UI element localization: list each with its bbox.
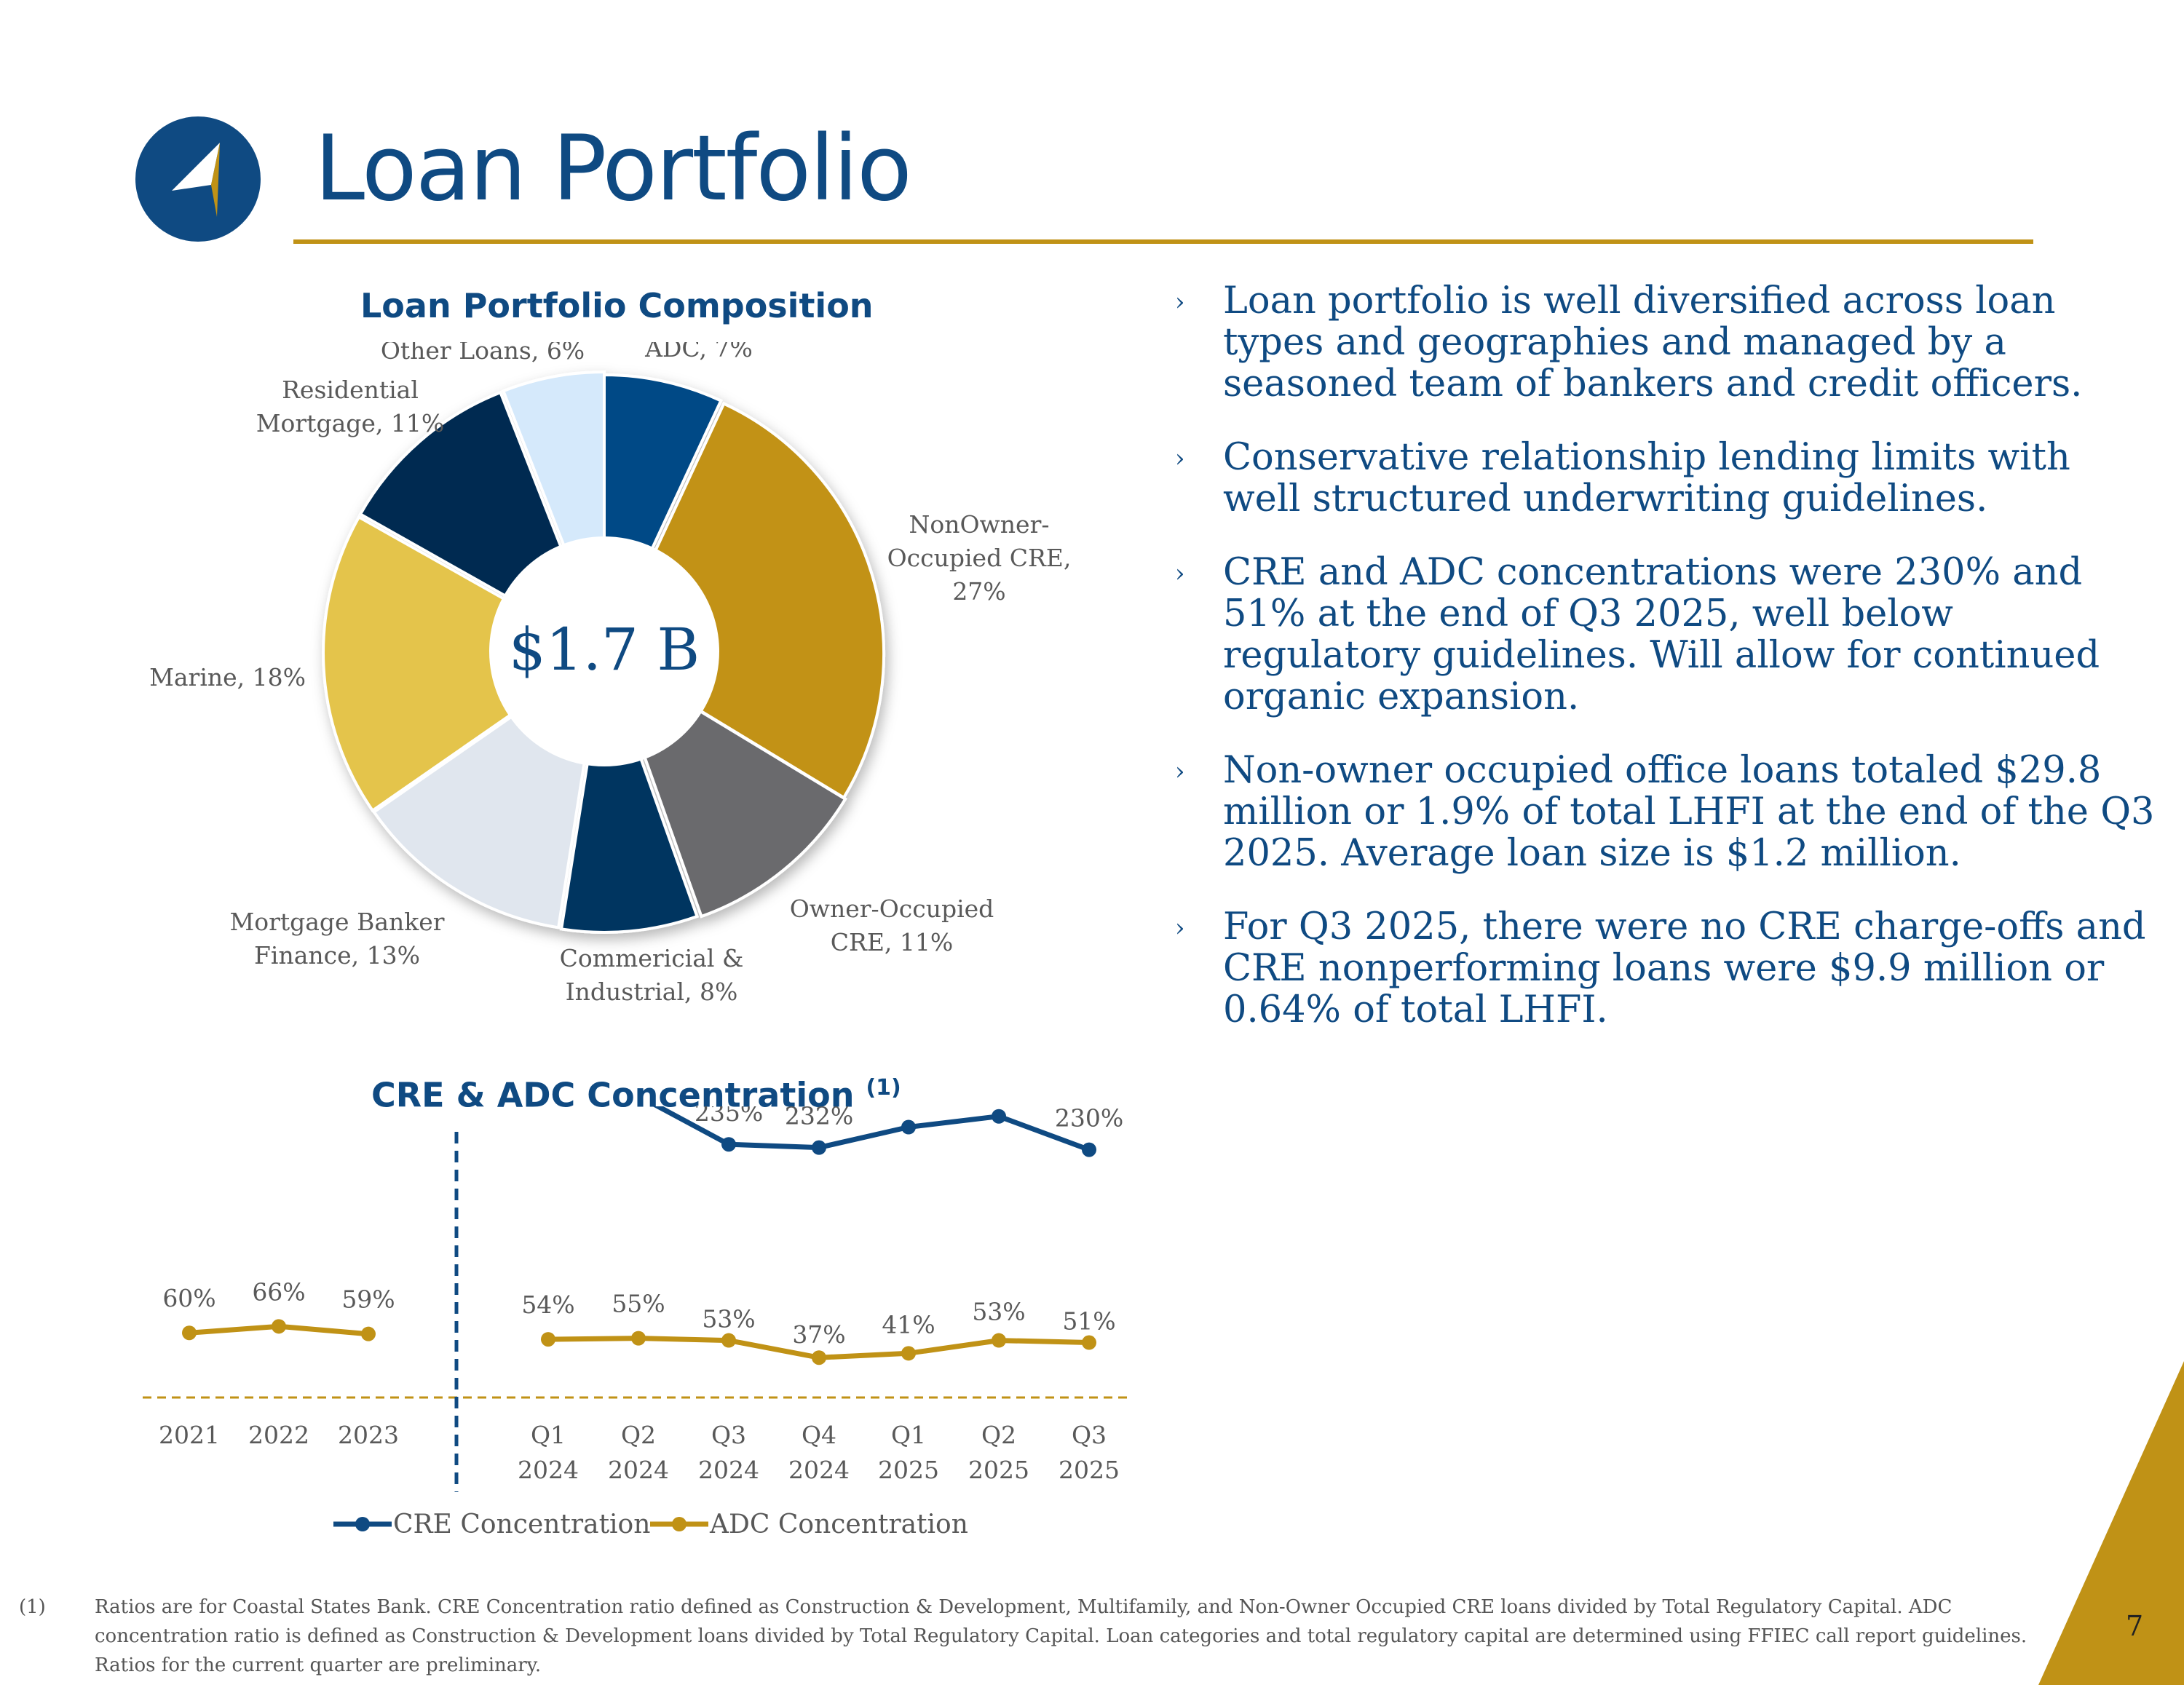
bullet-text: CRE and ADC concentrations were 230% and… (1223, 551, 2100, 718)
x-tick-label: 2021 (159, 1421, 220, 1449)
pie-label-residential-mortgage: Residential Mortgage, 11% (256, 376, 444, 437)
bullet-item: › Non-owner occupied office loans totaled… (1165, 750, 2155, 874)
adc-point (631, 1331, 646, 1346)
adc-point (1082, 1335, 1096, 1350)
adc-data-label: 55% (612, 1290, 665, 1318)
bullet-text: Non-owner occupied office loans totaled … (1223, 749, 2155, 875)
bullet-list: › Loan portfolio is well diversified acro… (1165, 280, 2155, 1063)
pie-slice-marine (322, 515, 603, 813)
cre-point (992, 1109, 1006, 1124)
corner-accent (2038, 1361, 2184, 1685)
adc-point (182, 1325, 197, 1341)
bullet-text: For Q3 2025, there were no CRE charge-of… (1223, 905, 2146, 1031)
adc-data-label: 60% (162, 1284, 215, 1312)
adc-data-label: 51% (1062, 1307, 1115, 1336)
title-divider (293, 239, 2033, 244)
adc-data-label: 37% (792, 1320, 845, 1349)
cre-point (1082, 1142, 1096, 1157)
adc-point (992, 1333, 1006, 1348)
x-tick-label: Q3 2024 (698, 1421, 759, 1484)
cre-data-label: 230% (1055, 1106, 1123, 1133)
cre-data-label: 232% (785, 1106, 853, 1130)
pie-label-other-loans: Other Loans, 6% (381, 342, 585, 365)
bullet-item: › Loan portfolio is well diversified acro… (1165, 280, 2155, 405)
line-chart-title-text: CRE & ADC Concentration (371, 1075, 855, 1115)
pie-label-marine: Marine, 18% (149, 663, 306, 691)
x-tick-label: 2023 (338, 1421, 399, 1449)
x-tick-label: Q2 2024 (608, 1421, 669, 1484)
legend-adc-label: ADC Concentration (709, 1510, 968, 1539)
bullet-text: Loan portfolio is well diversified acros… (1223, 279, 2083, 405)
adc-point (901, 1346, 916, 1361)
line-chart-title: CRE & ADC Concentration (1) (371, 1075, 901, 1114)
bullet-item: › Conservative relationship lending limit… (1165, 437, 2155, 520)
adc-point (812, 1350, 826, 1365)
adc-data-label: 54% (521, 1290, 574, 1319)
adc-point (721, 1333, 736, 1348)
pie-label-mortgage-banker-finance: Mortgage Banker Finance, 13% (229, 908, 444, 970)
bullet-marker-icon: › (1175, 913, 1185, 943)
x-tick-label: Q4 2024 (788, 1421, 850, 1484)
bullet-text: Conservative relationship lending limits… (1223, 436, 2070, 520)
footnote-text: Ratios are for Coastal States Bank. CRE … (95, 1596, 2027, 1676)
cre-data-label: 235% (695, 1106, 763, 1127)
legend-cre-marker (355, 1517, 370, 1531)
loan-composition-chart: ADC, 7% NonOwner-Occupied CRE, 27% Owner-Oc… (149, 342, 1072, 1006)
pie-slice-nonowner-occupied-cre (605, 401, 886, 800)
pie-label-adc: ADC, 7% (644, 342, 753, 362)
page-title: Loan Portfolio (314, 116, 912, 221)
cre-point (812, 1140, 826, 1155)
pie-label-nonowner-occupied-cre: NonOwner-Occupied CRE, 27% (887, 510, 1072, 606)
adc-data-label: 66% (252, 1277, 305, 1306)
bullet-marker-icon: › (1175, 288, 1185, 317)
pie-chart-title: Loan Portfolio Composition (360, 286, 874, 325)
page-number: 7 (2126, 1610, 2144, 1642)
line-chart-title-footnote-ref: (1) (866, 1075, 901, 1101)
x-tick-label: Q1 2025 (878, 1421, 939, 1484)
x-tick-label: Q3 2025 (1059, 1421, 1120, 1484)
bullet-marker-icon: › (1175, 559, 1185, 588)
concentration-chart: 282%332%297%60%66%59%202120222023286%280… (143, 1106, 1132, 1539)
cre-point (721, 1137, 736, 1152)
x-tick-label: Q1 2024 (518, 1421, 579, 1484)
adc-point (541, 1332, 555, 1347)
cre-data-label: 251% (874, 1106, 943, 1110)
footnote-marker: (1) (19, 1596, 46, 1618)
bullet-item: › CRE and ADC concentrations were 230% an… (1165, 552, 2155, 718)
cre-point (901, 1119, 916, 1135)
adc-data-label: 41% (882, 1310, 935, 1339)
legend-cre-label: CRE Concentration (393, 1510, 650, 1539)
x-tick-label: 2022 (248, 1421, 309, 1449)
adc-data-label: 53% (972, 1298, 1025, 1326)
donut-hole (489, 536, 719, 766)
pie-label-commericial-industrial: Commericial & Industrial, 8% (560, 944, 744, 1006)
adc-data-label: 53% (702, 1305, 755, 1333)
bullet-item: › For Q3 2025, there were no CRE charge-o… (1165, 906, 2155, 1031)
adc-data-label: 59% (341, 1285, 395, 1314)
adc-point (361, 1326, 376, 1341)
bullet-marker-icon: › (1175, 444, 1185, 473)
pie-label-owner-occupied-cre: Owner-Occupied CRE, 11% (790, 895, 994, 956)
pie-center-label: $1.7 B (509, 616, 700, 683)
bullet-marker-icon: › (1175, 757, 1185, 786)
brand-logo (135, 116, 261, 242)
adc-point (272, 1319, 286, 1334)
legend-adc-marker (672, 1517, 687, 1531)
x-tick-label: Q2 2025 (968, 1421, 1029, 1484)
